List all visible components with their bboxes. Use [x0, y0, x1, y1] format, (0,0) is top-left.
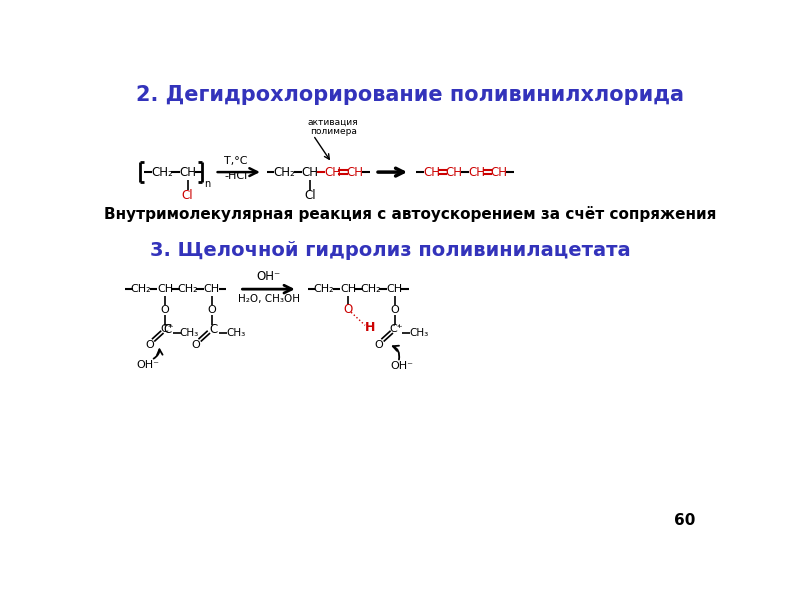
Text: O: O — [374, 340, 383, 350]
Text: T,°C: T,°C — [224, 155, 247, 166]
Text: CH: CH — [179, 166, 196, 179]
Text: CH₃: CH₃ — [409, 328, 428, 338]
Text: OH⁻: OH⁻ — [390, 361, 414, 371]
Text: CH: CH — [386, 284, 402, 294]
Text: CH₂: CH₂ — [314, 284, 334, 294]
Text: n: n — [205, 179, 211, 190]
Text: активация: активация — [308, 118, 358, 127]
Text: CH: CH — [346, 166, 363, 179]
Text: -HCl: -HCl — [224, 171, 247, 181]
Text: Cl: Cl — [182, 190, 194, 202]
Text: 3. Щелочной гидролиз поливинилацетата: 3. Щелочной гидролиз поливинилацетата — [150, 241, 631, 260]
Text: CH: CH — [446, 166, 462, 179]
Text: 60: 60 — [674, 512, 696, 527]
Text: OH⁻: OH⁻ — [137, 359, 159, 370]
Text: CH₂: CH₂ — [360, 284, 381, 294]
Text: CH: CH — [468, 166, 485, 179]
Text: OH⁻: OH⁻ — [257, 269, 281, 283]
Text: CH₂: CH₂ — [178, 284, 198, 294]
Text: Cl: Cl — [304, 190, 316, 202]
Text: C: C — [209, 323, 218, 335]
Text: O: O — [146, 340, 154, 350]
Text: 2. Дегидрохлорирование поливинилхлорида: 2. Дегидрохлорирование поливинилхлорида — [136, 85, 684, 105]
Text: CH₂: CH₂ — [274, 166, 295, 179]
Text: CH: CH — [302, 166, 318, 179]
Text: O: O — [390, 305, 399, 315]
Text: C⁺: C⁺ — [390, 324, 403, 334]
Text: C: C — [163, 323, 171, 335]
Text: CH: CH — [157, 284, 173, 294]
Text: O: O — [207, 305, 216, 315]
Text: CH₃: CH₃ — [226, 328, 246, 338]
Text: O: O — [343, 304, 353, 316]
Text: CH: CH — [340, 284, 356, 294]
Text: O: O — [192, 340, 201, 350]
Text: CH: CH — [324, 166, 341, 179]
Text: H₂O, CH₃OH: H₂O, CH₃OH — [238, 294, 300, 304]
Text: CH: CH — [490, 166, 508, 179]
Text: Внутримолекулярная реакция с автоускорением за счёт сопряжения: Внутримолекулярная реакция с автоускорен… — [104, 206, 716, 223]
Text: CH: CH — [423, 166, 440, 179]
Text: CH: CH — [203, 284, 220, 294]
Text: C⁺: C⁺ — [161, 324, 174, 334]
Text: полимера: полимера — [310, 127, 357, 136]
Text: CH₂: CH₂ — [151, 166, 173, 179]
Text: CH₂: CH₂ — [130, 284, 151, 294]
Text: O: O — [161, 305, 170, 315]
Text: H: H — [365, 321, 375, 334]
Text: CH₃: CH₃ — [179, 328, 198, 338]
